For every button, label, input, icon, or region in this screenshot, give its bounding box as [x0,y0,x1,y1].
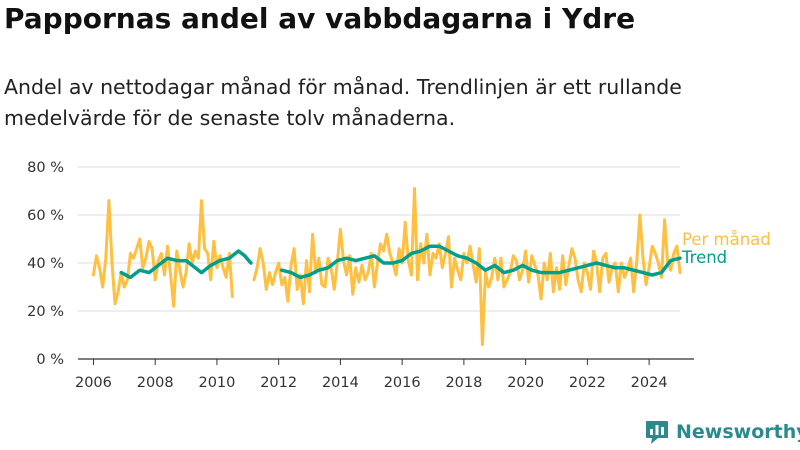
brand: Newsworthy [644,419,800,445]
page-title: Pappornas andel av vabbdagarna i Ydre [4,2,636,35]
x-tick-label: 2014 [322,375,359,391]
trend-series-line [280,244,682,280]
x-tick-label: 2020 [507,375,544,391]
x-tick-label: 2022 [569,375,606,391]
y-tick-label: 0 % [36,352,64,368]
x-tick-label: 2010 [198,375,235,391]
x-tick-label: 2008 [137,375,174,391]
x-tick-label: 2006 [75,375,112,391]
monthly-series-line [91,199,234,308]
x-tick-label: 2012 [260,375,297,391]
legend-label-trend: Trend [681,248,727,267]
page-subtitle: Andel av nettodagar månad för månad. Tre… [4,75,682,130]
legend-label-per-manad: Per månad [682,230,771,249]
y-tick-label: 60 % [27,208,64,224]
brand-name: Newsworthy [676,421,800,443]
x-tick-label: 2024 [631,375,668,391]
y-tick-label: 80 % [27,160,64,176]
monthly-series-line [252,187,682,347]
x-tick-label: 2018 [445,375,482,391]
trend-series-line [119,249,253,280]
y-tick-label: 40 % [27,256,64,272]
x-tick-label: 2016 [384,375,421,391]
newsworthy-logo-icon [646,421,668,444]
y-tick-label: 20 % [27,304,64,320]
